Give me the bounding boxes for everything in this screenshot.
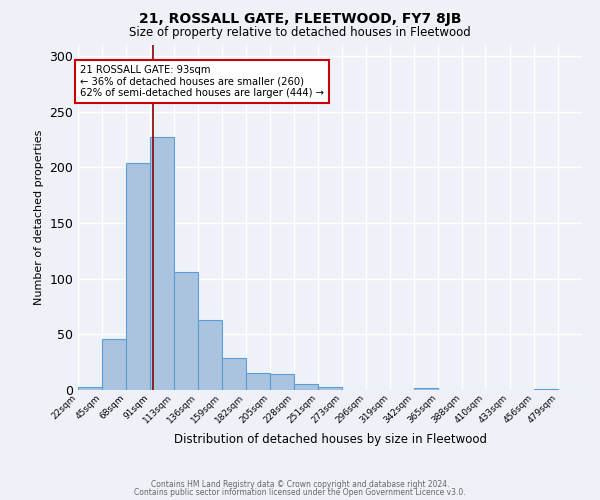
Y-axis label: Number of detached properties: Number of detached properties (34, 130, 44, 305)
Bar (173, 272, 198, 390)
Text: Size of property relative to detached houses in Fleetwood: Size of property relative to detached ho… (129, 26, 471, 39)
Bar (534, 389, 558, 390)
Bar (246, 374, 270, 390)
Bar (270, 374, 294, 390)
Bar (151, 138, 173, 390)
Bar (222, 358, 246, 390)
Text: 21, ROSSALL GATE, FLEETWOOD, FY7 8JB: 21, ROSSALL GATE, FLEETWOOD, FY7 8JB (139, 12, 461, 26)
Bar (102, 339, 127, 390)
Bar (319, 386, 341, 390)
Text: 21 ROSSALL GATE: 93sqm
← 36% of detached houses are smaller (260)
62% of semi-de: 21 ROSSALL GATE: 93sqm ← 36% of detached… (80, 65, 324, 98)
Bar (414, 388, 438, 390)
Text: Contains HM Land Registry data © Crown copyright and database right 2024.: Contains HM Land Registry data © Crown c… (151, 480, 449, 489)
Text: Contains public sector information licensed under the Open Government Licence v3: Contains public sector information licen… (134, 488, 466, 497)
Bar (198, 320, 222, 390)
Bar (78, 386, 102, 390)
Bar (127, 163, 151, 390)
X-axis label: Distribution of detached houses by size in Fleetwood: Distribution of detached houses by size … (173, 433, 487, 446)
Bar (295, 384, 319, 390)
